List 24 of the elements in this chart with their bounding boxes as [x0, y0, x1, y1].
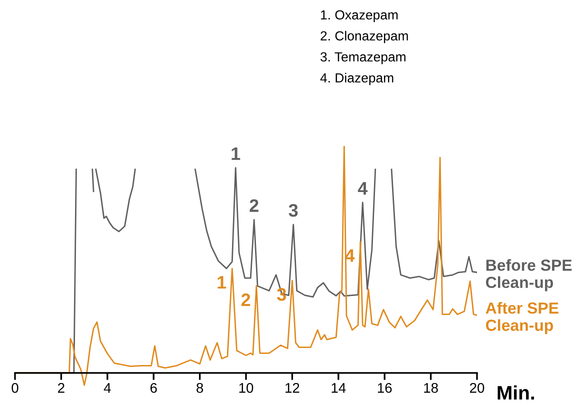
text: 3. Temazepam — [320, 52, 406, 64]
annotation: 2 — [250, 199, 258, 212]
x-tick-label: 4 — [104, 383, 111, 393]
annotation: 1 — [218, 276, 226, 289]
x-tick-label: 0 — [12, 383, 18, 393]
x-tick-label: 6 — [150, 383, 157, 393]
series-label: After SPE Clean-up — [486, 302, 558, 334]
x-tick-label: 12 — [286, 383, 300, 393]
x-tick-label: 2 — [58, 383, 64, 393]
annotation: 1 — [232, 147, 240, 160]
text: 1. Oxazepam — [321, 10, 398, 22]
annotation: 4 — [358, 182, 368, 195]
x-tick-label: 18 — [424, 383, 438, 393]
annotation: 3 — [288, 204, 298, 217]
x-tick-label: 20 — [470, 383, 484, 393]
x-axis-title: Min. — [498, 385, 534, 400]
series-label: Before SPE Clean-up — [486, 259, 572, 292]
annotation: 2 — [241, 293, 250, 306]
text: 4. Diazepam — [320, 72, 394, 86]
x-tick-label: 14 — [332, 383, 346, 393]
text: 2. Clonazepam — [320, 30, 408, 44]
x-tick-label: 8 — [196, 383, 204, 393]
x-tick-label: 10 — [239, 383, 254, 393]
x-tick-label: 16 — [378, 383, 392, 393]
